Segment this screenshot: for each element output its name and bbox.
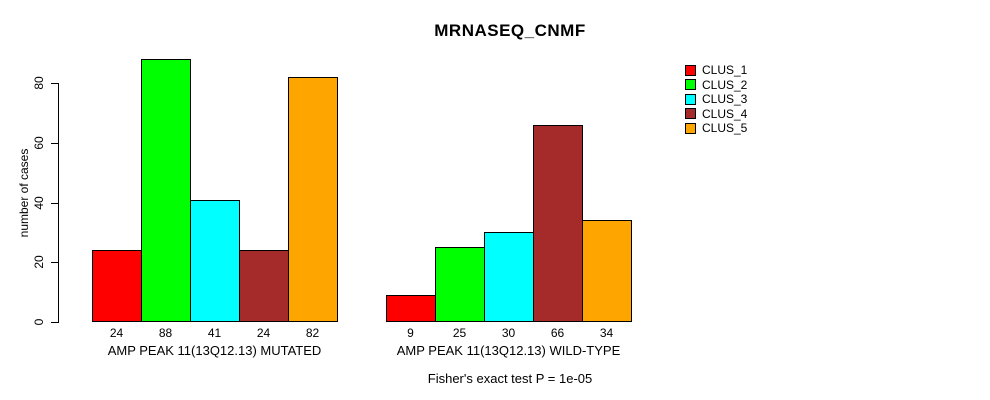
legend-label: CLUS_4 — [702, 106, 748, 121]
bar-value-label: 88 — [158, 326, 173, 340]
bar-clus_3-group1 — [190, 200, 240, 322]
legend-swatch-icon — [685, 64, 696, 76]
legend-item-clus_5: CLUS_5 — [685, 121, 748, 136]
bar-value-label: 24 — [109, 326, 124, 340]
bar-clus_1-group1 — [92, 250, 142, 322]
legend-swatch-icon — [685, 122, 696, 134]
bar-clus_1-group2 — [386, 295, 436, 322]
legend-label: CLUS_2 — [702, 77, 748, 92]
bar-clus_4-group2 — [533, 125, 583, 322]
fisher-test-annotation: Fisher's exact test P = 1e-05 — [427, 371, 593, 386]
legend-swatch-icon — [685, 79, 696, 91]
y-axis-tick — [51, 83, 58, 84]
bar-value-label: 41 — [207, 326, 222, 340]
bar-value-label: 24 — [256, 326, 271, 340]
legend-label: CLUS_5 — [702, 121, 748, 136]
bar-value-label: 30 — [501, 326, 516, 340]
x-axis-group-label: AMP PEAK 11(13Q12.13) WILD-TYPE — [396, 343, 621, 358]
bar-clus_3-group2 — [484, 232, 534, 322]
legend-item-clus_1: CLUS_1 — [685, 63, 748, 78]
bar-value-label: 9 — [407, 326, 414, 340]
bar-value-label: 66 — [550, 326, 565, 340]
legend: CLUS_1 CLUS_2 CLUS_3 CLUS_4 CLUS_5 — [685, 63, 748, 136]
bar-value-label: 82 — [305, 326, 320, 340]
legend-swatch-icon — [685, 93, 696, 105]
x-axis-group-label: AMP PEAK 11(13Q12.13) MUTATED — [107, 343, 322, 358]
bar-value-label: 25 — [452, 326, 467, 340]
legend-label: CLUS_1 — [702, 63, 748, 78]
y-axis-tick — [51, 262, 58, 264]
y-axis-label: number of cases — [17, 148, 31, 238]
bar-clus_2-group1 — [141, 59, 191, 322]
legend-item-clus_3: CLUS_3 — [685, 92, 748, 107]
bar-clus_4-group1 — [239, 250, 289, 322]
y-axis-tick-label: 0 — [32, 318, 46, 326]
legend-item-clus_2: CLUS_2 — [685, 77, 748, 92]
bar-value-label: 34 — [599, 326, 614, 340]
y-axis-line — [58, 83, 59, 323]
y-axis-tick — [51, 322, 58, 323]
y-axis-tick-label: 80 — [32, 76, 46, 90]
legend-swatch-icon — [685, 108, 696, 120]
bar-clus_5-group2 — [582, 220, 632, 322]
y-axis-tick — [51, 142, 58, 144]
y-axis-tick-label: 20 — [32, 255, 46, 269]
y-axis-tick-label: 40 — [32, 195, 46, 210]
bar-clus_5-group1 — [288, 77, 338, 322]
chart-title: MRNASEQ_CNMF — [434, 21, 586, 40]
legend-item-clus_4: CLUS_4 — [685, 106, 748, 121]
legend-label: CLUS_3 — [702, 92, 748, 107]
y-axis-tick-label: 60 — [32, 136, 46, 150]
bar-clus_2-group2 — [435, 247, 485, 322]
y-axis-tick — [51, 202, 58, 204]
